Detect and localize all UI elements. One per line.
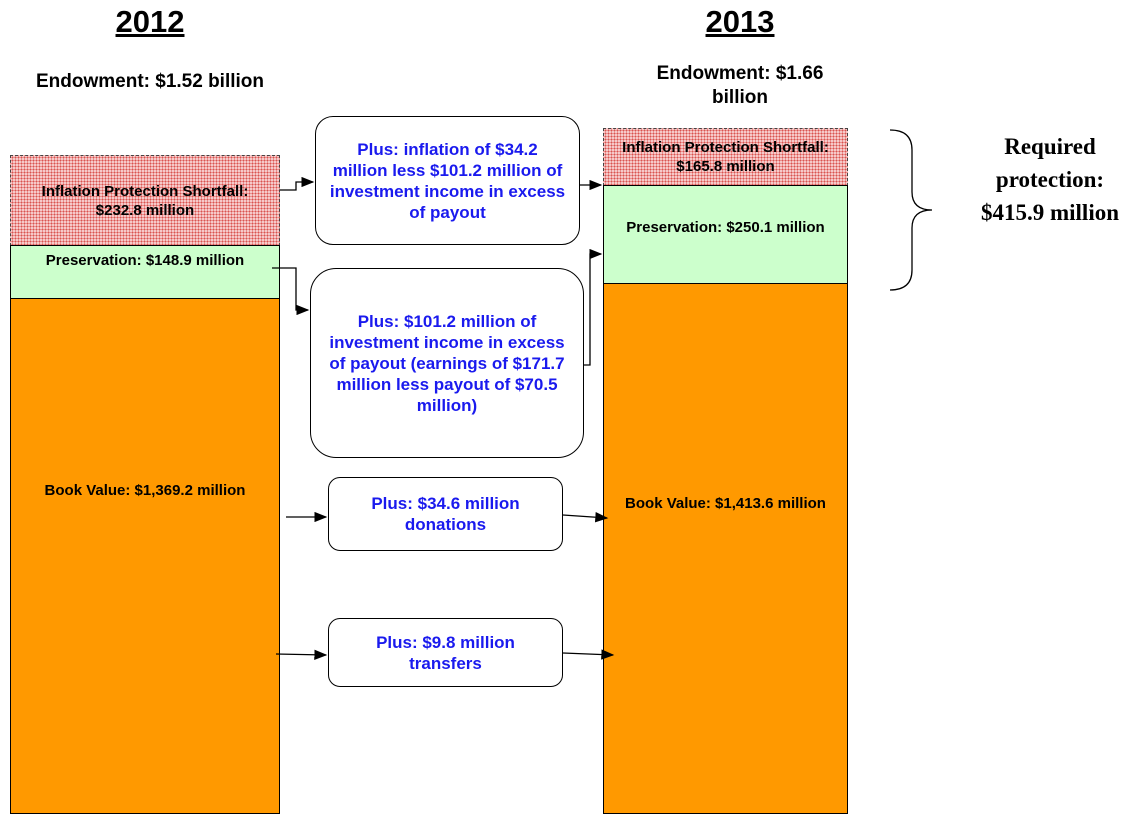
inflation-segment: Inflation Protection Shortfall: $232.8 m… — [10, 155, 280, 246]
endowment-2012: Endowment: $1.52 billion — [35, 71, 265, 92]
arrow — [562, 512, 609, 523]
flow-box: Plus: $34.6 million donations — [328, 477, 563, 551]
preservation-segment: Preservation: $148.9 million — [10, 245, 280, 299]
book-value-segment: Book Value: $1,369.2 million — [10, 298, 280, 814]
inflation-segment: Inflation Protection Shortfall: $165.8 m… — [603, 128, 848, 186]
year-2013: 2013 — [705, 4, 775, 39]
brace — [889, 129, 933, 291]
flow-box: Plus: $101.2 million of investment incom… — [310, 268, 584, 458]
year-2012: 2012 — [115, 4, 185, 39]
required-protection: Required protection: $415.9 million — [980, 134, 1119, 225]
arrow — [280, 176, 315, 191]
preservation-segment: Preservation: $250.1 million — [603, 185, 848, 284]
arrow — [584, 248, 603, 366]
book-value-segment: Book Value: $1,413.6 million — [603, 283, 848, 814]
endowment-2013: Endowment: $1.66 billion — [656, 63, 824, 108]
flow-box: Plus: $9.8 million transfers — [328, 618, 563, 687]
arrow — [275, 649, 328, 660]
flow-box: Plus: inflation of $34.2 million less $1… — [315, 116, 580, 245]
